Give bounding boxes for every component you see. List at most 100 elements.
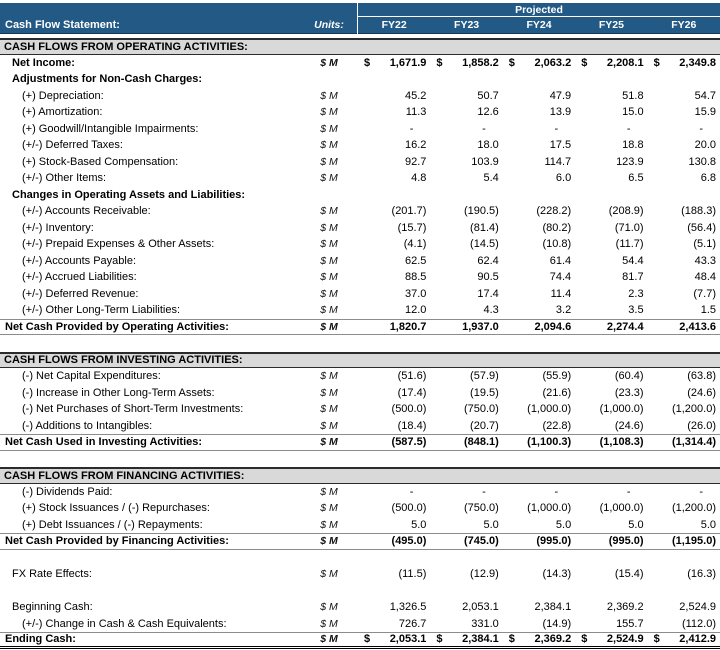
value-cell[interactable]: 17.5: [503, 137, 575, 154]
value-cell[interactable]: 123.9: [575, 154, 647, 171]
value-cell[interactable]: -: [430, 484, 502, 501]
unit-cell[interactable]: $ M: [320, 122, 338, 135]
year-header[interactable]: FY26: [671, 19, 697, 31]
value-cell[interactable]: (57.9): [430, 368, 502, 385]
value-cell[interactable]: 61.4: [503, 253, 575, 270]
value-cell[interactable]: 50.7: [430, 88, 502, 105]
value-cell[interactable]: (1,108.3): [575, 435, 647, 450]
value-cell[interactable]: 6.5: [575, 170, 647, 187]
row-label[interactable]: (+/-) Accrued Liabilities:: [22, 271, 137, 284]
value-cell[interactable]: (22.8): [503, 418, 575, 435]
value-cell[interactable]: 11.3: [358, 104, 430, 121]
unit-cell[interactable]: $ M: [320, 254, 338, 267]
value-cell[interactable]: (24.6): [575, 418, 647, 435]
value-cell[interactable]: $2,369.2: [503, 633, 575, 646]
value-cell[interactable]: 2,524.9: [648, 599, 720, 616]
value-cell[interactable]: 51.8: [575, 88, 647, 105]
year-header[interactable]: FY24: [526, 19, 552, 31]
value-cell[interactable]: 5.0: [648, 517, 720, 534]
value-cell[interactable]: (1,100.3): [503, 435, 575, 450]
value-cell[interactable]: (23.3): [575, 385, 647, 402]
row-label[interactable]: (+/-) Deferred Taxes:: [22, 139, 123, 152]
value-cell[interactable]: 54.7: [648, 88, 720, 105]
value-cell[interactable]: (745.0): [430, 534, 502, 549]
value-cell[interactable]: $2,208.1: [575, 55, 647, 72]
row-label[interactable]: (+/-) Accounts Payable:: [22, 254, 137, 267]
unit-cell[interactable]: $ M: [320, 304, 338, 317]
value-cell[interactable]: (55.9): [503, 368, 575, 385]
row-label[interactable]: Net Income:: [12, 56, 75, 69]
value-cell[interactable]: -: [503, 484, 575, 501]
value-cell[interactable]: (12.9): [430, 566, 502, 583]
value-cell[interactable]: $2,412.9: [648, 633, 720, 646]
value-cell[interactable]: 48.4: [648, 269, 720, 286]
value-cell[interactable]: 62.5: [358, 253, 430, 270]
row-label[interactable]: (-) Net Capital Expenditures:: [22, 370, 161, 383]
value-cell[interactable]: 4.8: [358, 170, 430, 187]
value-cell[interactable]: (750.0): [430, 401, 502, 418]
row-label[interactable]: (+/-) Other Items:: [22, 172, 107, 185]
value-cell[interactable]: (1,200.0): [648, 500, 720, 517]
unit-cell[interactable]: $ M: [320, 221, 338, 234]
value-cell[interactable]: (21.6): [503, 385, 575, 402]
row-label[interactable]: (-) Net Purchases of Short-Term Investme…: [22, 403, 244, 416]
value-cell[interactable]: 18.0: [430, 137, 502, 154]
value-cell[interactable]: (60.4): [575, 368, 647, 385]
value-cell[interactable]: 1,937.0: [430, 320, 502, 335]
value-cell[interactable]: 155.7: [575, 616, 647, 633]
value-cell[interactable]: 12.0: [358, 302, 430, 319]
year-header[interactable]: FY25: [598, 19, 624, 31]
value-cell[interactable]: 81.7: [575, 269, 647, 286]
unit-cell[interactable]: $ M: [320, 502, 338, 515]
value-cell[interactable]: (208.9): [575, 203, 647, 220]
value-cell[interactable]: (995.0): [575, 534, 647, 549]
unit-cell[interactable]: $ M: [320, 205, 338, 218]
value-cell[interactable]: (17.4): [358, 385, 430, 402]
value-cell[interactable]: (51.6): [358, 368, 430, 385]
unit-cell[interactable]: $ M: [320, 568, 338, 581]
section-label[interactable]: CASH FLOWS FROM OPERATING ACTIVITIES:: [4, 40, 248, 53]
value-cell[interactable]: 13.9: [503, 104, 575, 121]
unit-cell[interactable]: $ M: [320, 617, 338, 630]
value-cell[interactable]: 1,820.7: [358, 320, 430, 335]
row-label[interactable]: Ending Cash:: [5, 633, 76, 646]
value-cell[interactable]: (495.0): [358, 534, 430, 549]
value-cell[interactable]: $2,349.8: [648, 55, 720, 72]
value-cell[interactable]: -: [575, 484, 647, 501]
row-label[interactable]: (+) Stock-Based Compensation:: [22, 155, 179, 168]
value-cell[interactable]: $2,053.1: [358, 633, 430, 646]
value-cell[interactable]: (995.0): [503, 534, 575, 549]
value-cell[interactable]: 130.8: [648, 154, 720, 171]
value-cell[interactable]: 74.4: [503, 269, 575, 286]
unit-cell[interactable]: $ M: [320, 419, 338, 432]
row-label[interactable]: FX Rate Effects:: [12, 568, 92, 581]
value-cell[interactable]: 2,413.6: [648, 320, 720, 335]
value-cell[interactable]: -: [503, 121, 575, 138]
value-cell[interactable]: (4.1): [358, 236, 430, 253]
value-cell[interactable]: (1,000.0): [503, 500, 575, 517]
value-cell[interactable]: 103.9: [430, 154, 502, 171]
row-label[interactable]: (+/-) Deferred Revenue:: [22, 287, 139, 300]
row-label[interactable]: (+) Depreciation:: [22, 89, 104, 102]
value-cell[interactable]: -: [575, 121, 647, 138]
value-cell[interactable]: -: [648, 121, 720, 138]
value-cell[interactable]: (11.5): [358, 566, 430, 583]
value-cell[interactable]: $1,671.9: [358, 55, 430, 72]
units-header[interactable]: Units:: [314, 19, 344, 31]
row-label[interactable]: (-) Additions to Intangibles:: [22, 419, 153, 432]
value-cell[interactable]: 5.0: [503, 517, 575, 534]
value-cell[interactable]: 90.5: [430, 269, 502, 286]
value-cell[interactable]: (201.7): [358, 203, 430, 220]
value-cell[interactable]: 1,326.5: [358, 599, 430, 616]
value-cell[interactable]: (14.9): [503, 616, 575, 633]
value-cell[interactable]: 92.7: [358, 154, 430, 171]
value-cell[interactable]: 2,053.1: [430, 599, 502, 616]
value-cell[interactable]: (80.2): [503, 220, 575, 237]
value-cell[interactable]: 2,274.4: [575, 320, 647, 335]
unit-cell[interactable]: $ M: [320, 370, 338, 383]
row-label[interactable]: Net Cash Provided by Financing Activitie…: [5, 535, 229, 548]
value-cell[interactable]: 1.5: [648, 302, 720, 319]
value-cell[interactable]: (71.0): [575, 220, 647, 237]
value-cell[interactable]: (190.5): [430, 203, 502, 220]
value-cell[interactable]: (24.6): [648, 385, 720, 402]
